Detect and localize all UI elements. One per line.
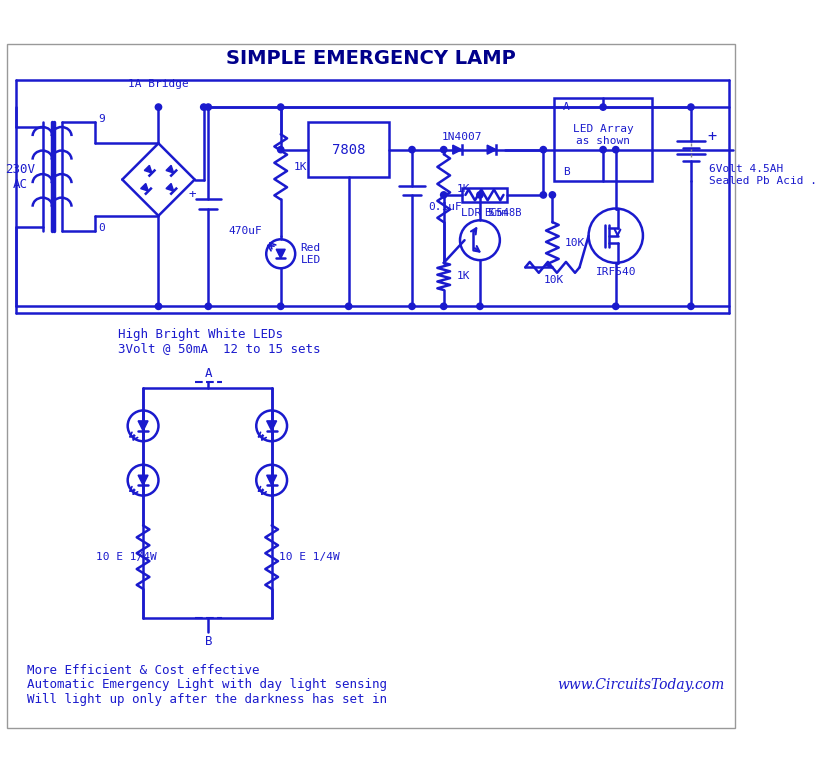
Polygon shape [141, 184, 148, 191]
Polygon shape [138, 476, 148, 485]
Text: 1N4007: 1N4007 [441, 132, 482, 142]
Text: 10K: 10K [564, 238, 585, 248]
Text: 3Volt @ 50mA  12 to 15 sets: 3Volt @ 50mA 12 to 15 sets [118, 342, 320, 354]
Text: SIMPLE EMERGENCY LAMP: SIMPLE EMERGENCY LAMP [226, 49, 515, 68]
Circle shape [277, 104, 283, 110]
Circle shape [409, 147, 414, 153]
Text: LDR 5mm: LDR 5mm [460, 208, 508, 218]
Text: A: A [204, 367, 212, 380]
Circle shape [440, 147, 446, 153]
Text: 1K: 1K [456, 184, 469, 194]
Text: Red
LED: Red LED [301, 243, 320, 265]
Circle shape [687, 303, 693, 310]
Circle shape [600, 104, 605, 110]
Circle shape [201, 104, 206, 110]
Bar [554, 98, 651, 181]
Text: 230V
AC: 230V AC [5, 163, 35, 191]
Text: 6Volt 4.5AH
Sealed Pb Acid .: 6Volt 4.5AH Sealed Pb Acid . [708, 164, 816, 186]
Text: 1K: 1K [456, 270, 469, 280]
Polygon shape [452, 145, 461, 154]
Circle shape [277, 303, 283, 310]
Text: 1A Bridge: 1A Bridge [128, 79, 188, 89]
Circle shape [155, 303, 161, 310]
Polygon shape [276, 249, 285, 259]
Text: +: + [706, 130, 716, 144]
Circle shape [549, 191, 554, 198]
Circle shape [687, 104, 693, 110]
Circle shape [476, 303, 482, 310]
Bar [461, 188, 506, 202]
Polygon shape [165, 165, 174, 173]
Text: B: B [204, 635, 212, 648]
Text: +: + [188, 188, 196, 201]
Text: www.CircuitsToday.com: www.CircuitsToday.com [556, 678, 723, 692]
Bar [307, 123, 389, 177]
Circle shape [440, 303, 446, 310]
Circle shape [205, 104, 211, 110]
Circle shape [540, 147, 545, 153]
Polygon shape [266, 476, 276, 485]
Circle shape [277, 147, 283, 153]
Polygon shape [486, 145, 495, 154]
Circle shape [476, 191, 482, 198]
Circle shape [612, 147, 618, 153]
Text: 10 E 1/4W: 10 E 1/4W [278, 552, 339, 562]
Polygon shape [165, 184, 174, 191]
Circle shape [612, 303, 618, 310]
Text: 9: 9 [97, 113, 104, 124]
Text: LED Array
as shown: LED Array as shown [572, 124, 633, 146]
Circle shape [205, 303, 211, 310]
Polygon shape [266, 421, 276, 431]
Circle shape [540, 191, 545, 198]
Text: BC548B: BC548B [484, 208, 522, 218]
Polygon shape [138, 421, 148, 431]
Text: IRF540: IRF540 [595, 267, 636, 277]
Circle shape [440, 191, 446, 198]
Text: 10K: 10K [543, 275, 563, 285]
Text: High Bright White LEDs: High Bright White LEDs [118, 328, 283, 341]
Circle shape [155, 104, 161, 110]
Polygon shape [144, 165, 152, 173]
Text: 470uF: 470uF [228, 226, 261, 236]
Text: 0: 0 [97, 222, 104, 232]
Text: Automatic Emergency Light with day light sensing: Automatic Emergency Light with day light… [27, 679, 387, 692]
Circle shape [409, 303, 414, 310]
Circle shape [345, 303, 351, 310]
Text: More Efficient & Cost effective: More Efficient & Cost effective [27, 664, 260, 677]
Text: B: B [563, 168, 569, 178]
Circle shape [600, 147, 605, 153]
Text: 10 E 1/4W: 10 E 1/4W [96, 552, 156, 562]
Text: 0.1uF: 0.1uF [428, 201, 461, 212]
Text: Will light up only after the darkness has set in: Will light up only after the darkness ha… [27, 692, 387, 706]
Text: A: A [563, 102, 569, 112]
Text: 1K: 1K [293, 162, 306, 172]
Text: 7808: 7808 [332, 143, 365, 157]
